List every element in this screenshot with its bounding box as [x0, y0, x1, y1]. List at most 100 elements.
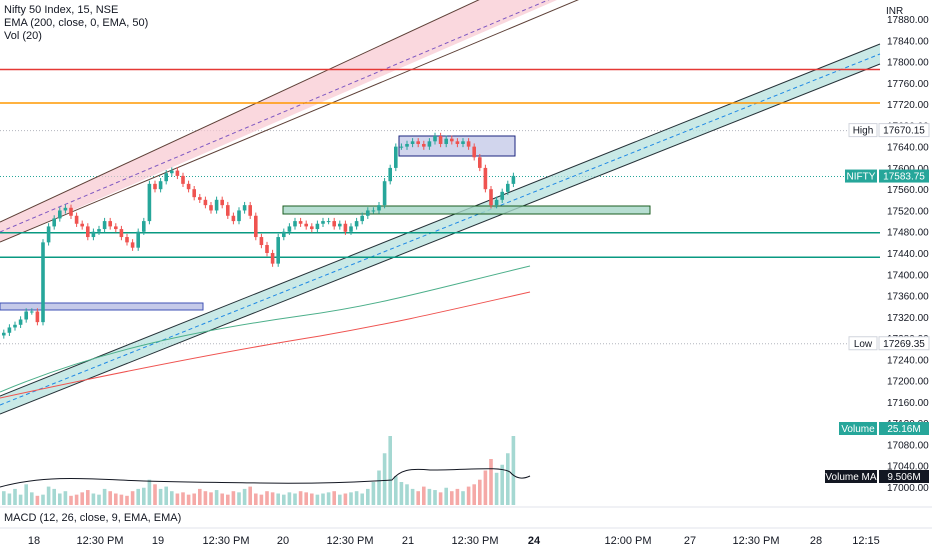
candle-body [7, 327, 12, 333]
candle-body [147, 183, 152, 222]
legend-symbol[interactable]: Nifty 50 Index, 15, NSE [4, 4, 119, 16]
volume-bar [472, 484, 476, 505]
volume-bar [270, 492, 275, 505]
volume-bar [478, 479, 482, 505]
volume-bar [388, 436, 392, 505]
time-tick-label: 24 [528, 535, 541, 547]
volume-bar [18, 494, 23, 505]
time-tick-label: 12:30 PM [451, 535, 498, 547]
nifty-price-tag-label-bg [845, 169, 877, 183]
volume-bar [405, 484, 409, 505]
volume-bar [74, 494, 79, 505]
volume-ma-tag-label: Volume MA [825, 472, 876, 483]
candle-body [399, 146, 404, 148]
volume-bar [326, 492, 331, 505]
volume-bar [136, 488, 140, 505]
macd-indicator-label[interactable]: MACD (12, 26, close, 9, EMA, EMA) [4, 512, 182, 524]
candle-body [220, 199, 224, 206]
volume-bar [237, 492, 241, 505]
teal-channel-fill [0, 44, 880, 414]
volume-bar [282, 494, 286, 505]
volume-bar [147, 479, 152, 505]
candle-body [416, 141, 420, 144]
volume-bar [80, 492, 84, 505]
candle-body [30, 311, 34, 313]
candle-body [455, 141, 460, 144]
volume-bar [214, 490, 219, 505]
candle-body [461, 141, 465, 144]
time-tick-label: 12:30 PM [732, 535, 779, 547]
pink-channel-fill [0, 0, 557, 242]
candle-body [282, 231, 286, 238]
candle-body [276, 237, 280, 264]
candle-body [35, 311, 40, 323]
volume-bar [86, 490, 90, 505]
price-tick-label: 17640.00 [887, 143, 929, 154]
volume-bar [46, 486, 51, 505]
low-tag-label: Low [854, 339, 873, 350]
candle-body [472, 146, 476, 158]
candle-body [80, 223, 84, 227]
candle-body [326, 221, 331, 223]
price-tick-label: 17600.00 [887, 164, 929, 175]
volume-bar [366, 488, 370, 505]
teal-channel-mid [0, 53, 881, 406]
candle-body [433, 136, 437, 142]
candle-body [478, 157, 482, 168]
candle-body [315, 223, 320, 230]
volume-bar [63, 491, 68, 505]
volume-bar [315, 494, 320, 505]
candle-body [304, 223, 308, 227]
volume-bar [119, 494, 124, 505]
volume-bar [164, 486, 168, 505]
candle-body [97, 229, 101, 232]
volume-bar [500, 464, 504, 505]
volume-bar [444, 487, 448, 505]
candle-body [102, 221, 107, 230]
volume-bar [360, 493, 364, 505]
pink-channel-mid [0, 0, 550, 233]
candle-body [158, 181, 163, 190]
candle-body [259, 237, 264, 246]
volume-bar [321, 493, 325, 505]
candle-body [69, 207, 73, 216]
legend-ema[interactable]: EMA (200, close, 0, EMA, 50) [4, 17, 149, 29]
candle-body [270, 253, 275, 264]
volume-bar [35, 495, 40, 505]
volume-bar [97, 494, 101, 505]
volume-bar [310, 493, 314, 505]
high-tag-label: High [853, 126, 874, 137]
price-tick-label: 17160.00 [887, 398, 929, 409]
volume-bar [226, 494, 230, 505]
legend-volume[interactable]: Vol (20) [4, 30, 42, 42]
volume-bar [114, 493, 118, 505]
blue-zone-left [0, 302, 204, 311]
price-tick-label: 17480.00 [887, 228, 929, 239]
candle-body [332, 221, 336, 227]
candle-body [136, 231, 140, 248]
volume-bar [58, 493, 62, 505]
volume-bar [203, 491, 208, 505]
volume-bar [410, 488, 415, 505]
volume-bar [153, 484, 157, 505]
price-tick-label: 17200.00 [887, 377, 929, 388]
volume-bar [433, 490, 437, 505]
volume-bar [293, 493, 297, 505]
candle-body [298, 221, 303, 224]
candle-body [483, 167, 488, 190]
candle-body [209, 205, 213, 211]
chart-legend: Nifty 50 Index, 15, NSE EMA (200, close,… [4, 4, 148, 43]
volume-bar [242, 488, 247, 505]
candle-body [287, 226, 292, 232]
low-tag-value: 17269.35 [883, 339, 925, 350]
candle-body [377, 205, 381, 211]
price-tick-label: 17400.00 [887, 270, 929, 281]
volume-bar [259, 494, 264, 505]
nifty-price-tag: NIFTY 17583.75 [845, 169, 929, 183]
candle-body [265, 245, 269, 253]
candle-body [170, 170, 174, 174]
volume-bar [102, 488, 107, 505]
volume-bar [142, 487, 146, 505]
volume-bar [254, 493, 258, 505]
